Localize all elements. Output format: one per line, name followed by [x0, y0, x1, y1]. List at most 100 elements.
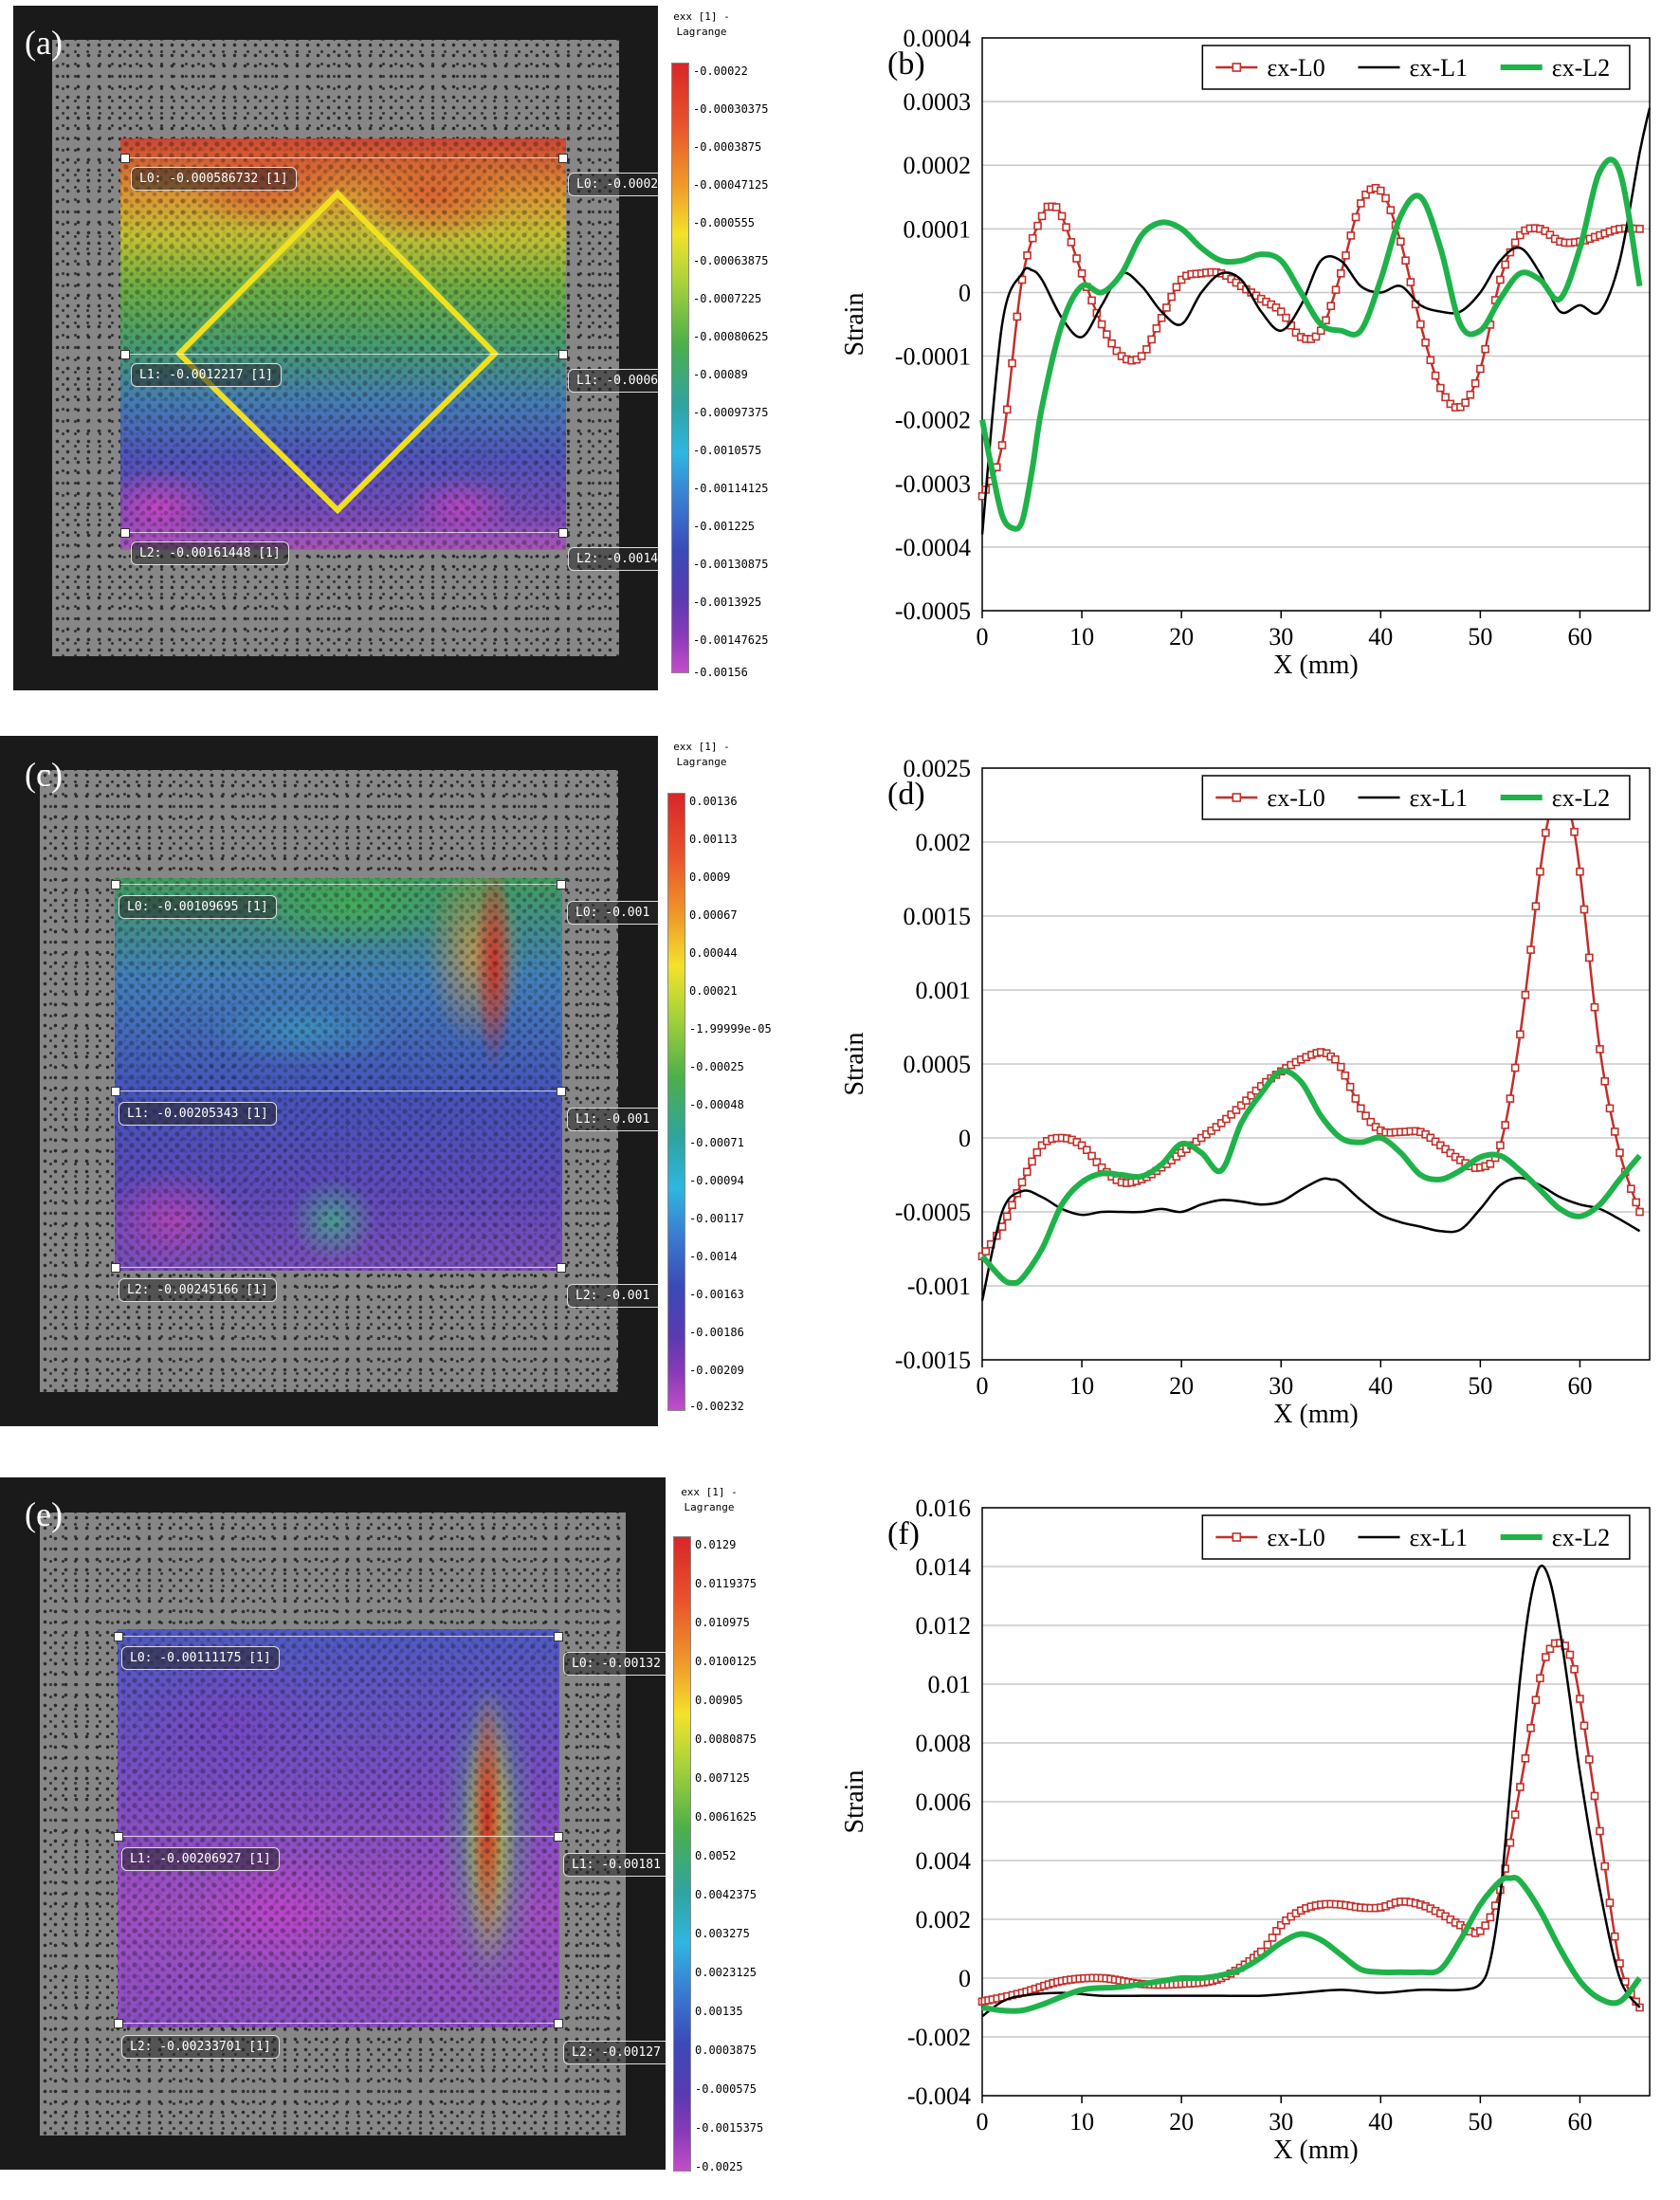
data-point [1431, 371, 1440, 380]
data-point [1635, 1207, 1644, 1217]
handle[interactable] [558, 350, 568, 359]
handle[interactable] [554, 1832, 563, 1842]
data-point [1147, 335, 1156, 344]
legend-label: εx-L0 [1267, 1524, 1324, 1551]
data-point [1103, 330, 1111, 339]
y-tick-label: 0.002 [916, 1906, 972, 1934]
colorbar-tick: -0.00232 [689, 1400, 744, 1413]
handle[interactable] [120, 154, 130, 163]
data-point [1342, 251, 1350, 260]
data-point [1033, 221, 1042, 230]
y-tick-label: 0.01 [928, 1671, 972, 1698]
legend-label: εx-L2 [1552, 1524, 1610, 1551]
y-tick-label: 0.012 [916, 1612, 972, 1640]
handle[interactable] [558, 528, 568, 538]
data-point [1461, 398, 1470, 407]
data-point [1077, 269, 1087, 278]
data-point [1157, 313, 1166, 322]
legend-label: εx-L1 [1410, 54, 1468, 82]
data-point [1476, 364, 1485, 374]
data-point [1232, 1106, 1241, 1114]
data-point [1542, 1653, 1550, 1661]
x-tick-label: 60 [1567, 623, 1592, 651]
data-point [1097, 320, 1106, 329]
y-tick-label: -0.0005 [895, 1199, 971, 1226]
colorbar-title-line2: Lagrange [676, 756, 727, 768]
colorbar-tick: -0.000555 [693, 216, 756, 229]
colorbar-tick: 0.00135 [695, 2005, 743, 2018]
y-tick-label: 0 [959, 1965, 971, 1992]
colorbar-tick: -0.0007225 [693, 292, 762, 305]
colorbar-tick: -0.0010575 [693, 444, 762, 457]
legend-label: εx-L0 [1267, 54, 1324, 82]
data-point [1510, 1063, 1520, 1072]
y-tick-label: 0.016 [916, 1494, 972, 1522]
data-point [1596, 1045, 1604, 1054]
data-point [1386, 206, 1396, 214]
y-tick-label: 0.0015 [904, 903, 972, 930]
handle[interactable] [557, 880, 566, 889]
data-point [1142, 345, 1151, 354]
data-point [1222, 1114, 1231, 1124]
y-tick-label: -0.0015 [895, 1347, 971, 1374]
handle[interactable] [111, 1263, 120, 1273]
handle[interactable] [111, 880, 120, 889]
data-point [1401, 256, 1410, 265]
y-tick-label: 0 [959, 279, 971, 306]
speckle-overlay [120, 138, 566, 550]
data-point [1506, 1838, 1515, 1847]
handle[interactable] [558, 154, 568, 163]
line-L1 [118, 1836, 559, 1837]
panel-letter: (d) [887, 777, 925, 812]
data-point [1008, 1201, 1016, 1209]
handle[interactable] [114, 2019, 123, 2028]
x-axis-label: X (mm) [1273, 651, 1358, 680]
handle[interactable] [554, 1632, 563, 1641]
data-point [997, 1222, 1007, 1231]
handle[interactable] [114, 1832, 123, 1842]
data-point [1590, 1791, 1599, 1801]
handle[interactable] [111, 1087, 120, 1096]
handle[interactable] [557, 1087, 566, 1096]
colorbar-tick: -0.0003875 [693, 140, 762, 154]
x-tick-label: 30 [1269, 2108, 1293, 2136]
speckle-overlay [115, 878, 562, 1271]
y-tick-label: 0 [959, 1125, 971, 1152]
handle[interactable] [557, 1263, 566, 1273]
data-point [1635, 225, 1644, 233]
legend-marker [1232, 63, 1242, 72]
line-L0 [115, 884, 562, 885]
colorbar-tick: -1.99999e-05 [689, 1022, 772, 1036]
colorbar-tick: -0.00025 [689, 1060, 744, 1073]
data-point [1331, 1054, 1340, 1064]
colorbar-tick: -0.00186 [689, 1326, 744, 1339]
dic-image-c: L0: -0.00109695 [1] L1: -0.00205343 [1] … [0, 736, 658, 1426]
data-point [1426, 356, 1435, 365]
line-label-L1: L1: -0.0012217 [1] [131, 363, 282, 387]
handle[interactable] [120, 350, 130, 359]
data-point [1397, 237, 1405, 247]
data-point [1490, 1901, 1500, 1910]
y-axis-label: Strain [840, 293, 869, 357]
data-point [1311, 332, 1321, 341]
x-tick-label: 60 [1567, 2108, 1592, 2136]
handle[interactable] [114, 1632, 123, 1641]
legend-label: εx-L2 [1552, 784, 1610, 812]
data-point [1600, 1076, 1610, 1086]
data-point [1600, 1861, 1610, 1871]
colorbar-strip [673, 1536, 691, 2172]
data-point [1510, 238, 1520, 248]
x-tick-label: 10 [1069, 2108, 1094, 2136]
data-point [1137, 352, 1146, 360]
data-point [1521, 1753, 1530, 1763]
data-point [1501, 1121, 1509, 1129]
data-point [1616, 1959, 1624, 1968]
data-point [1276, 307, 1286, 316]
handle[interactable] [554, 2019, 563, 2028]
y-tick-label: -0.002 [907, 2024, 971, 2051]
colorbar-tick: -0.00030375 [693, 102, 769, 116]
line-label-right-L1: L1: -0.001 [567, 1108, 658, 1131]
line-label-right-L2: L2: -0.0014 [568, 547, 658, 571]
data-point [1227, 1110, 1235, 1119]
handle[interactable] [120, 528, 130, 538]
